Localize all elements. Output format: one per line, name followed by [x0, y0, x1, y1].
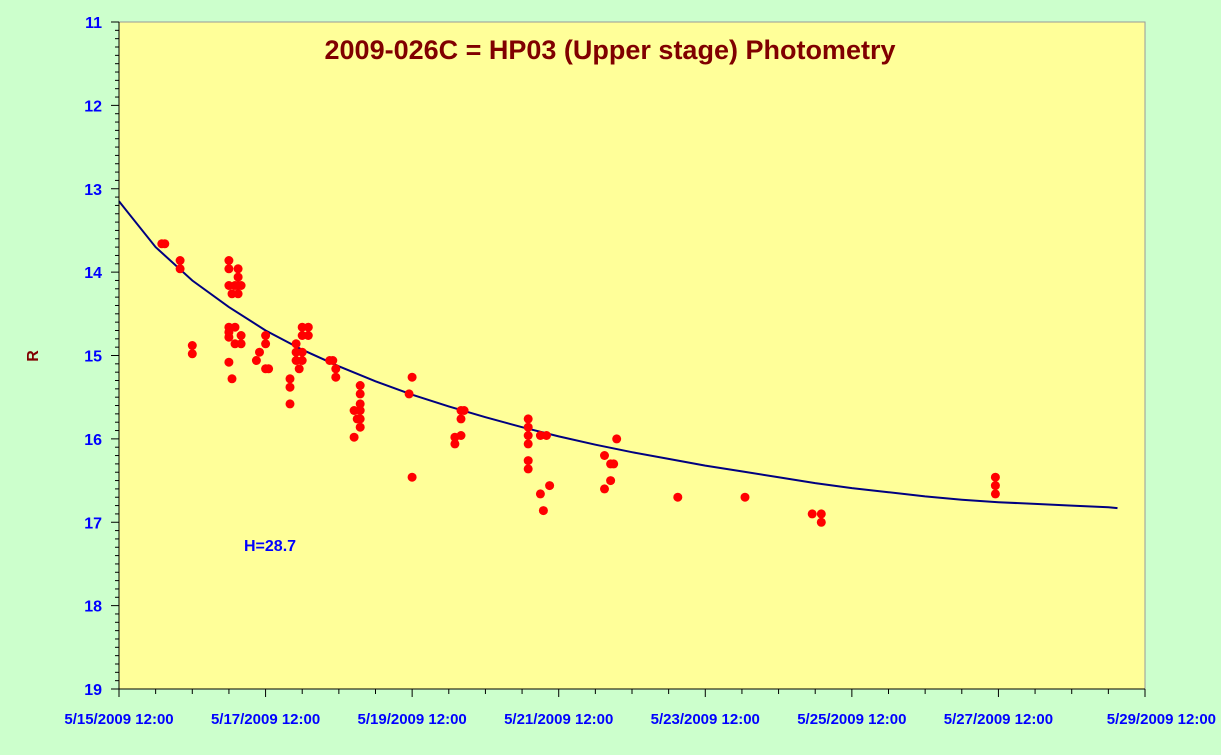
ticks-layer: 11 12 13 14 15 16 17 18 19 5/15/2009 12:00 5/17/20…	[64, 15, 1216, 728]
data-point	[291, 339, 301, 349]
x-tick-label: 5/29/2009 12:00	[1107, 711, 1216, 728]
data-point	[224, 332, 234, 342]
x-tick-label: 5/21/2009 12:00	[504, 711, 613, 728]
data-point	[175, 264, 185, 274]
data-point	[535, 489, 545, 499]
data-point	[990, 481, 1000, 491]
data-point	[230, 322, 240, 332]
data-point	[990, 472, 1000, 482]
data-point	[407, 472, 417, 482]
fit-annotation: H=28.7	[244, 538, 296, 555]
data-point	[261, 331, 271, 340]
data-point	[456, 431, 466, 440]
data-point	[236, 331, 246, 340]
data-point	[236, 281, 246, 290]
data-point	[807, 509, 817, 519]
data-point	[285, 382, 295, 392]
x-tick-label: 5/27/2009 12:00	[944, 711, 1053, 728]
y-tick-label: 16	[84, 432, 102, 449]
data-point	[331, 364, 341, 374]
data-point	[187, 349, 197, 359]
data-point	[261, 339, 271, 349]
x-tick-label: 5/15/2009 12:00	[64, 711, 173, 728]
data-point	[187, 341, 197, 350]
data-point	[404, 389, 414, 399]
y-tick-label: 19	[84, 682, 102, 699]
data-point	[251, 356, 261, 365]
data-point	[303, 322, 313, 332]
data-point	[224, 256, 234, 265]
data-point	[255, 347, 264, 357]
data-point	[355, 414, 365, 424]
data-point	[285, 374, 295, 384]
y-tick-label: 17	[84, 515, 102, 532]
y-tick-label: 13	[84, 182, 102, 199]
y-tick-label: 12	[84, 98, 102, 115]
y-tick-label: 11	[85, 15, 102, 32]
data-point	[355, 381, 365, 390]
data-point	[816, 517, 826, 527]
x-tick-label: 5/19/2009 12:00	[358, 711, 467, 728]
y-tick-label: 15	[84, 349, 102, 366]
data-point	[227, 374, 237, 384]
data-point	[523, 456, 533, 466]
data-point	[355, 422, 365, 432]
data-point	[990, 489, 1000, 499]
y-axis-label: R	[25, 350, 42, 362]
data-point	[456, 414, 466, 424]
data-point	[175, 256, 185, 265]
data-point	[542, 431, 551, 440]
data-point	[355, 406, 365, 415]
x-tick-label: 5/25/2009 12:00	[797, 711, 906, 728]
data-point	[303, 331, 313, 340]
data-point	[349, 432, 359, 442]
data-point	[236, 339, 246, 349]
data-point	[600, 451, 609, 460]
data-point	[523, 464, 533, 474]
data-point	[331, 372, 341, 382]
data-point	[233, 264, 243, 274]
data-point	[673, 492, 683, 502]
data-point	[297, 347, 307, 357]
data-point	[450, 439, 460, 449]
data-point	[600, 484, 609, 494]
data-point	[285, 399, 295, 409]
fit-layer	[118, 200, 1118, 510]
data-point	[523, 439, 533, 449]
data-point	[355, 389, 365, 399]
data-point	[740, 492, 750, 502]
data-point	[160, 239, 170, 249]
data-point	[606, 476, 616, 486]
data-point	[294, 364, 304, 374]
data-point	[297, 356, 307, 365]
data-point	[459, 406, 469, 415]
data-point	[233, 289, 243, 299]
data-point	[407, 372, 417, 382]
data-point	[224, 357, 234, 367]
data-point	[545, 481, 555, 491]
fit-curve	[118, 200, 1118, 510]
y-tick-label: 14	[84, 265, 102, 282]
data-point	[355, 399, 365, 409]
data-point	[816, 509, 826, 519]
data-point	[612, 434, 622, 444]
plot-area	[118, 21, 1146, 690]
data-point	[609, 459, 619, 469]
points-layer	[157, 239, 1000, 527]
data-point	[328, 356, 338, 365]
data-point	[523, 414, 533, 424]
x-tick-label: 5/23/2009 12:00	[651, 711, 760, 728]
data-point	[523, 431, 533, 440]
data-point	[264, 364, 274, 374]
chart-title: 2009-026C = HP03 (Upper stage) Photometr…	[325, 35, 896, 65]
x-tick-label: 5/17/2009 12:00	[211, 711, 320, 728]
data-point	[538, 506, 548, 516]
y-tick-label: 18	[84, 599, 102, 616]
data-point	[523, 422, 533, 432]
data-point	[224, 264, 234, 274]
data-point	[233, 272, 243, 282]
